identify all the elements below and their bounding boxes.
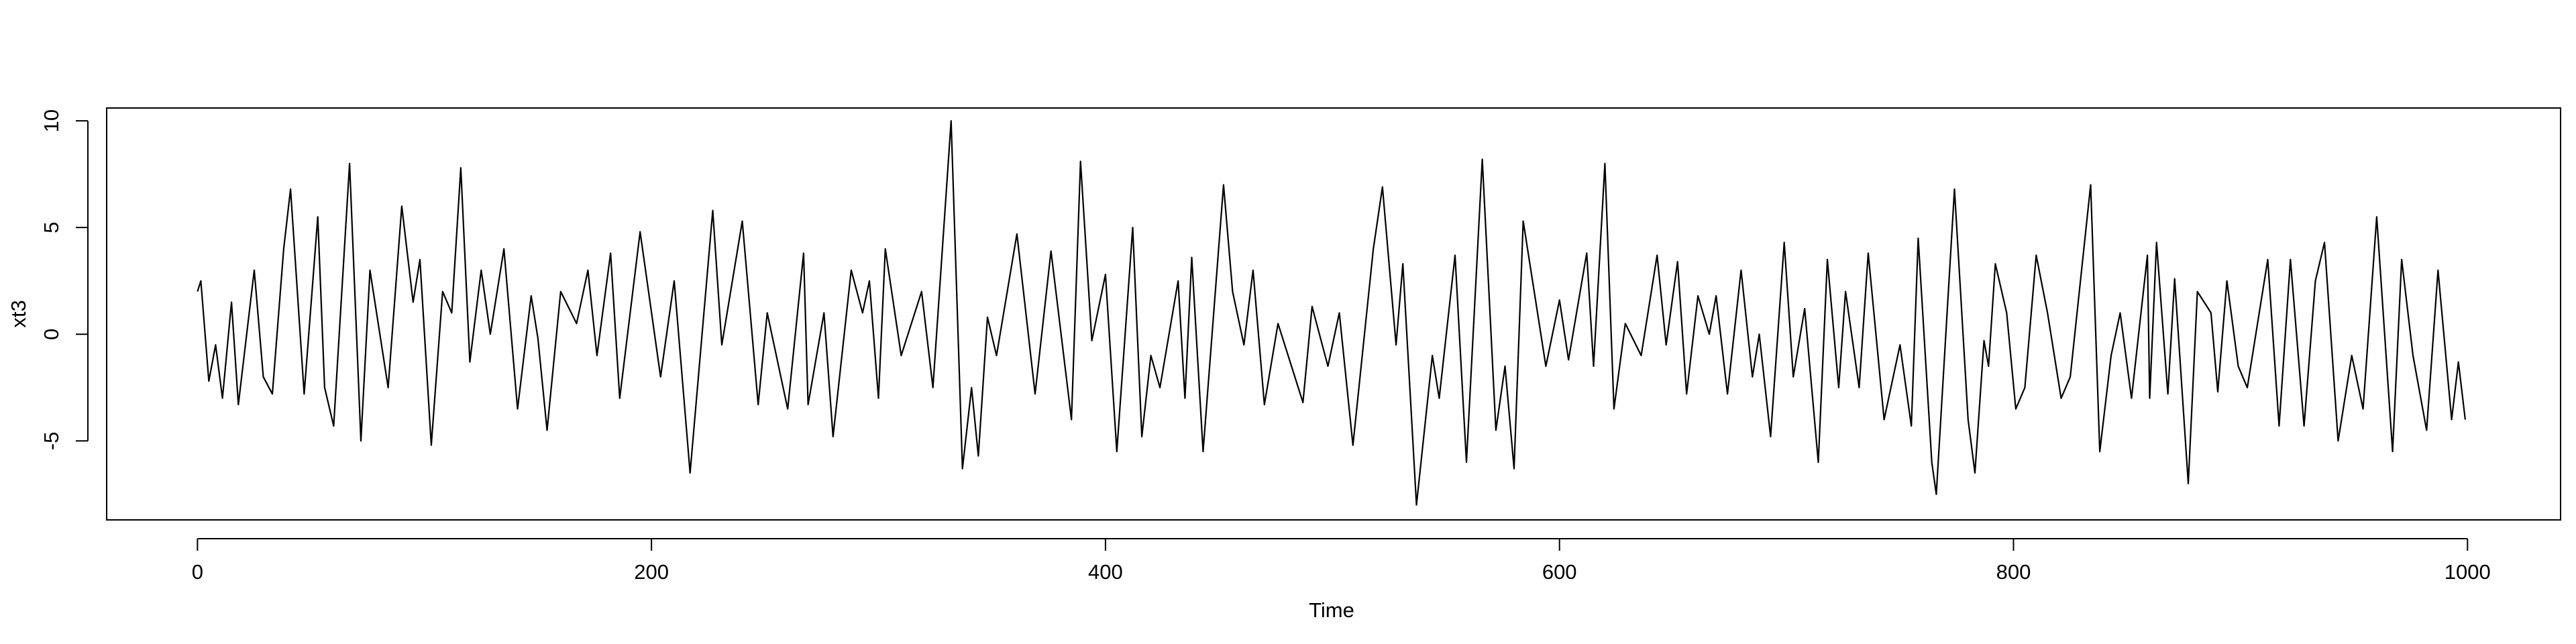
x-axis-label: Time [1309,598,1354,622]
series-line [197,120,2466,506]
y-tick-label: -5 [40,432,63,451]
x-tick-label: 800 [1996,560,2031,584]
x-tick-label: 200 [634,560,669,584]
y-tick-label: 10 [40,109,63,132]
y-tick-label: 0 [40,329,63,340]
x-tick-label: 400 [1088,560,1123,584]
plot-frame [106,107,2561,521]
x-tick-label: 0 [192,560,203,584]
y-tick-label: 5 [40,222,63,233]
x-tick-label: 600 [1542,560,1577,584]
x-tick-label: 1000 [2445,560,2491,584]
y-axis-label: xt3 [7,300,30,327]
